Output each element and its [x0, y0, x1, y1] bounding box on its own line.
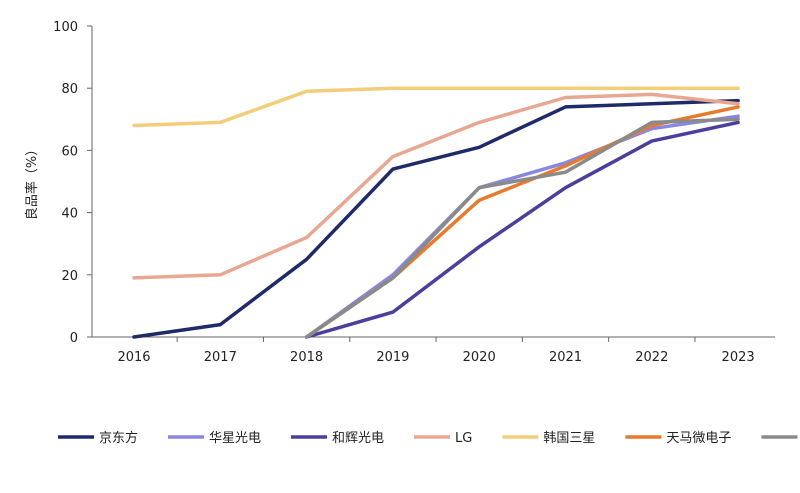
y-tick-label: 60	[61, 144, 78, 159]
series-line-京东方	[132, 98, 740, 339]
y-tick-label: 0	[70, 331, 78, 346]
x-tick-label: 2020	[463, 350, 496, 365]
legend-label: LG	[455, 431, 472, 446]
series-line-韩国三星	[132, 86, 740, 128]
legend-label: 京东方	[99, 430, 138, 446]
legend: 京东方华星光电和辉光电LG韩国三星天马微电子维信诺	[58, 430, 798, 446]
series-lines	[132, 86, 740, 339]
series-line-和辉光电	[304, 120, 740, 339]
axes	[91, 26, 775, 338]
y-tick-label: 40	[61, 207, 78, 222]
series-line-天马微电子	[304, 105, 740, 339]
x-tick-label: 2023	[722, 350, 755, 365]
tick-labels: 0 20 40 60 80 100 2016 2017 2018 2019 2020 2021 2022…	[24, 20, 755, 365]
y-axis-title: 良品率（%）	[24, 143, 40, 220]
y-tick-label: 80	[61, 82, 78, 97]
x-tick-label: 2022	[635, 350, 668, 365]
legend-label: 韩国三星	[543, 431, 595, 446]
legend-label: 华星光电	[209, 431, 261, 446]
legend-label: 和辉光电	[332, 431, 384, 446]
series-line-LG	[132, 92, 740, 280]
y-tick-label: 20	[61, 269, 78, 284]
x-tick-label: 2021	[549, 350, 582, 365]
x-tick-label: 2017	[204, 350, 237, 365]
series-line-维信诺	[304, 117, 740, 339]
x-tick-label: 2019	[376, 350, 409, 365]
y-tick-label: 100	[53, 20, 78, 35]
x-tick-label: 2018	[290, 350, 323, 365]
legend-label: 天马微电子	[666, 431, 731, 446]
series-line-华星光电	[304, 114, 740, 339]
x-tick-label: 2016	[117, 350, 150, 365]
